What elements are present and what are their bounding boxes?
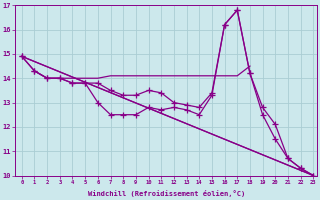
X-axis label: Windchill (Refroidissement éolien,°C): Windchill (Refroidissement éolien,°C)	[88, 190, 245, 197]
